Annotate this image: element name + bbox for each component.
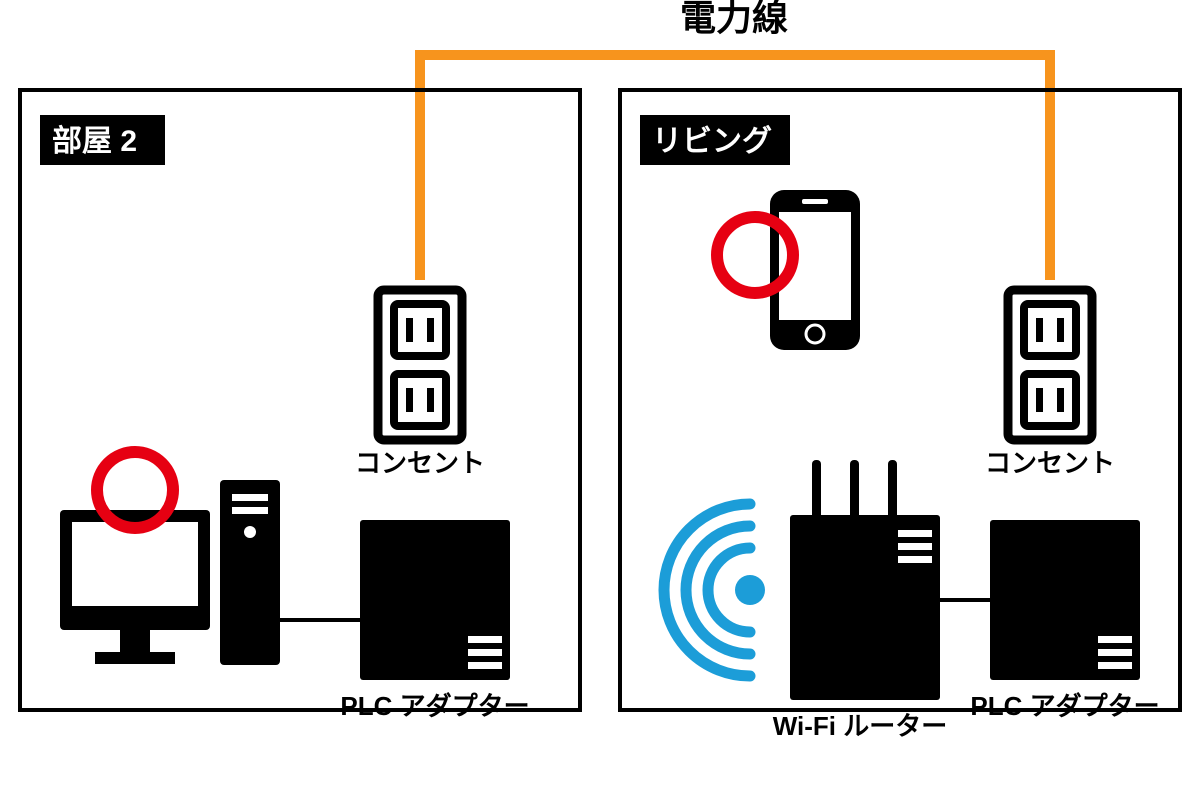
plc-adapter-icon: PLC アダプター: [970, 520, 1159, 721]
room-label: 部屋 2: [52, 124, 137, 158]
plc-label: PLC アダプター: [340, 691, 529, 721]
router-label: Wi-Fi ルーター: [773, 711, 948, 741]
title-powerline: 電力線: [680, 0, 788, 38]
outlet-label: コンセント: [355, 448, 485, 478]
plc-adapter-icon: PLC アダプター: [340, 520, 529, 721]
outlet-label: コンセント: [985, 448, 1115, 478]
room-label: リビング: [652, 125, 772, 158]
plc-label: PLC アダプター: [970, 691, 1159, 721]
